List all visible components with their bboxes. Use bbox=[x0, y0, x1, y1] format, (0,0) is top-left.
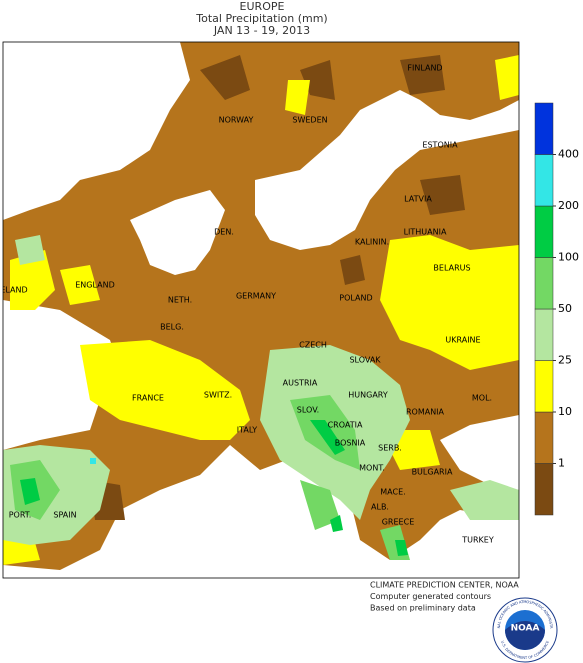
country-label: FINLAND bbox=[407, 64, 442, 73]
country-label: SLOVAK bbox=[349, 356, 381, 365]
country-label: NORWAY bbox=[219, 116, 254, 125]
legend-tick-label: 100 bbox=[558, 251, 579, 264]
country-label: CROATIA bbox=[328, 421, 363, 430]
country-label: HUNGARY bbox=[348, 391, 388, 400]
country-label: ALB. bbox=[371, 503, 389, 512]
country-label: BULGARIA bbox=[412, 468, 453, 477]
logo-name: NOAA bbox=[511, 624, 540, 634]
country-label: GREECE bbox=[382, 518, 415, 527]
legend-swatch bbox=[534, 411, 554, 464]
legend-tick-label: 50 bbox=[558, 302, 572, 315]
legend-swatch bbox=[534, 308, 554, 361]
country-label: AUSTRIA bbox=[283, 379, 318, 388]
country-label: ESTONIA bbox=[422, 141, 458, 150]
legend-tick-label: 25 bbox=[558, 354, 572, 367]
country-label: GERMANY bbox=[236, 292, 276, 301]
title: EUROPE bbox=[240, 0, 285, 13]
legend-tick-label: 400 bbox=[558, 148, 579, 161]
legend: 1 10 25 50 100 200 400 bbox=[534, 102, 579, 516]
country-label: LITHUANIA bbox=[404, 228, 447, 237]
credit-line: Computer generated contours bbox=[370, 592, 491, 601]
country-label: SLOV. bbox=[297, 406, 319, 415]
country-label: ROMANIA bbox=[406, 408, 445, 417]
country-label: CZECH bbox=[299, 341, 327, 350]
country-label: IRELAND bbox=[0, 286, 28, 295]
country-labels: FINLAND NORWAY SWEDEN ESTONIA LATVIA LITHUANI… bbox=[0, 64, 494, 545]
country-label: ENGLAND bbox=[75, 281, 115, 290]
country-label: NETH. bbox=[168, 296, 192, 305]
country-label: UKRAINE bbox=[445, 336, 480, 345]
country-label: SWITZ. bbox=[204, 391, 232, 400]
map-frame bbox=[2, 41, 520, 579]
country-label: BELARUS bbox=[433, 264, 470, 273]
country-label: MOL. bbox=[472, 394, 492, 403]
country-label: KALININ. bbox=[355, 238, 389, 247]
legend-tick-label: 200 bbox=[558, 199, 579, 212]
country-label: PORT. bbox=[9, 511, 32, 520]
subtitle: Total Precipitation (mm) bbox=[195, 12, 327, 25]
country-label: BOSNIA bbox=[335, 439, 366, 448]
country-label: DEN. bbox=[214, 228, 234, 237]
legend-swatch bbox=[534, 463, 554, 516]
legend-tick-label: 1 bbox=[558, 457, 565, 470]
legend-swatch bbox=[534, 102, 554, 155]
country-label: FRANCE bbox=[132, 394, 164, 403]
country-label: SERB. bbox=[378, 444, 402, 453]
country-label: SPAIN bbox=[53, 511, 76, 520]
map bbox=[3, 42, 519, 578]
credit-line: Based on preliminary data bbox=[370, 604, 476, 613]
legend-swatch bbox=[534, 257, 554, 310]
legend-tick-label: 10 bbox=[558, 405, 572, 418]
credits: CLIMATE PREDICTION CENTER, NOAA Computer … bbox=[370, 581, 519, 613]
country-label: MACE. bbox=[380, 488, 405, 497]
country-label: TURKEY bbox=[461, 536, 494, 545]
country-label: MONT. bbox=[359, 464, 385, 473]
legend-swatch bbox=[534, 205, 554, 258]
country-label: POLAND bbox=[339, 294, 372, 303]
country-label: LATVIA bbox=[404, 195, 432, 204]
country-label: BELG. bbox=[160, 323, 184, 332]
credit-line: CLIMATE PREDICTION CENTER, NOAA bbox=[370, 581, 519, 590]
country-label: SWEDEN bbox=[292, 116, 327, 125]
legend-swatch bbox=[534, 360, 554, 413]
country-label: ITALY bbox=[237, 426, 257, 435]
dates: JAN 13 - 19, 2013 bbox=[213, 24, 310, 37]
legend-swatch bbox=[534, 154, 554, 207]
